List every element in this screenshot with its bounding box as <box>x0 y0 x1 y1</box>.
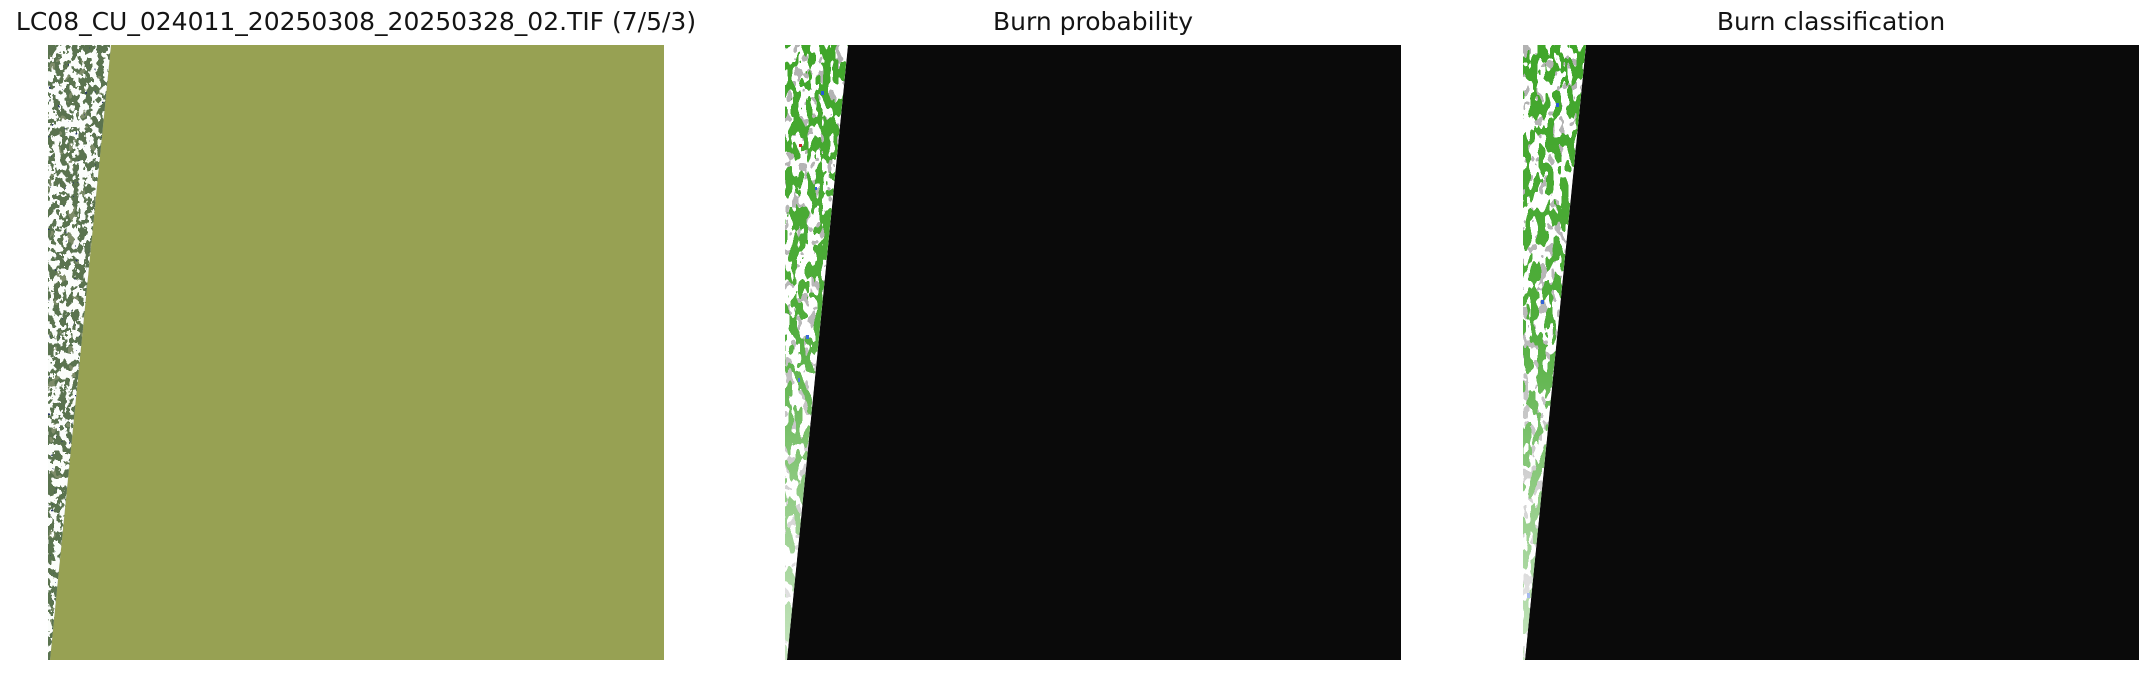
panel-burn-classification: Burn classification <box>1523 0 2139 676</box>
panel-title-rgb: LC08_CU_024011_20250308_20250328_02.TIF … <box>15 7 697 36</box>
satellite-rgb-image <box>48 45 664 660</box>
scene-olive-region <box>50 45 664 660</box>
burn-probability-region <box>787 45 1401 660</box>
panel-rgb-composite: LC08_CU_024011_20250308_20250328_02.TIF … <box>16 0 696 676</box>
burn-classification-image <box>1523 45 2139 660</box>
panel-burn-probability: Burn probability <box>785 0 1401 676</box>
burn-classification-region <box>1525 45 2139 660</box>
masked-strip-bottom-fade <box>1523 45 1586 660</box>
cloud-strip-shadow-specks <box>48 45 111 660</box>
panel-title-burn-probability: Burn probability <box>992 7 1194 36</box>
cloud-strip <box>48 45 111 660</box>
masked-strip-bottom-fade <box>785 45 848 660</box>
masked-strip <box>785 45 848 660</box>
burn-probability-image <box>785 45 1401 660</box>
panel-title-burn-classification: Burn classification <box>1716 7 1946 36</box>
masked-strip <box>1523 45 1586 660</box>
